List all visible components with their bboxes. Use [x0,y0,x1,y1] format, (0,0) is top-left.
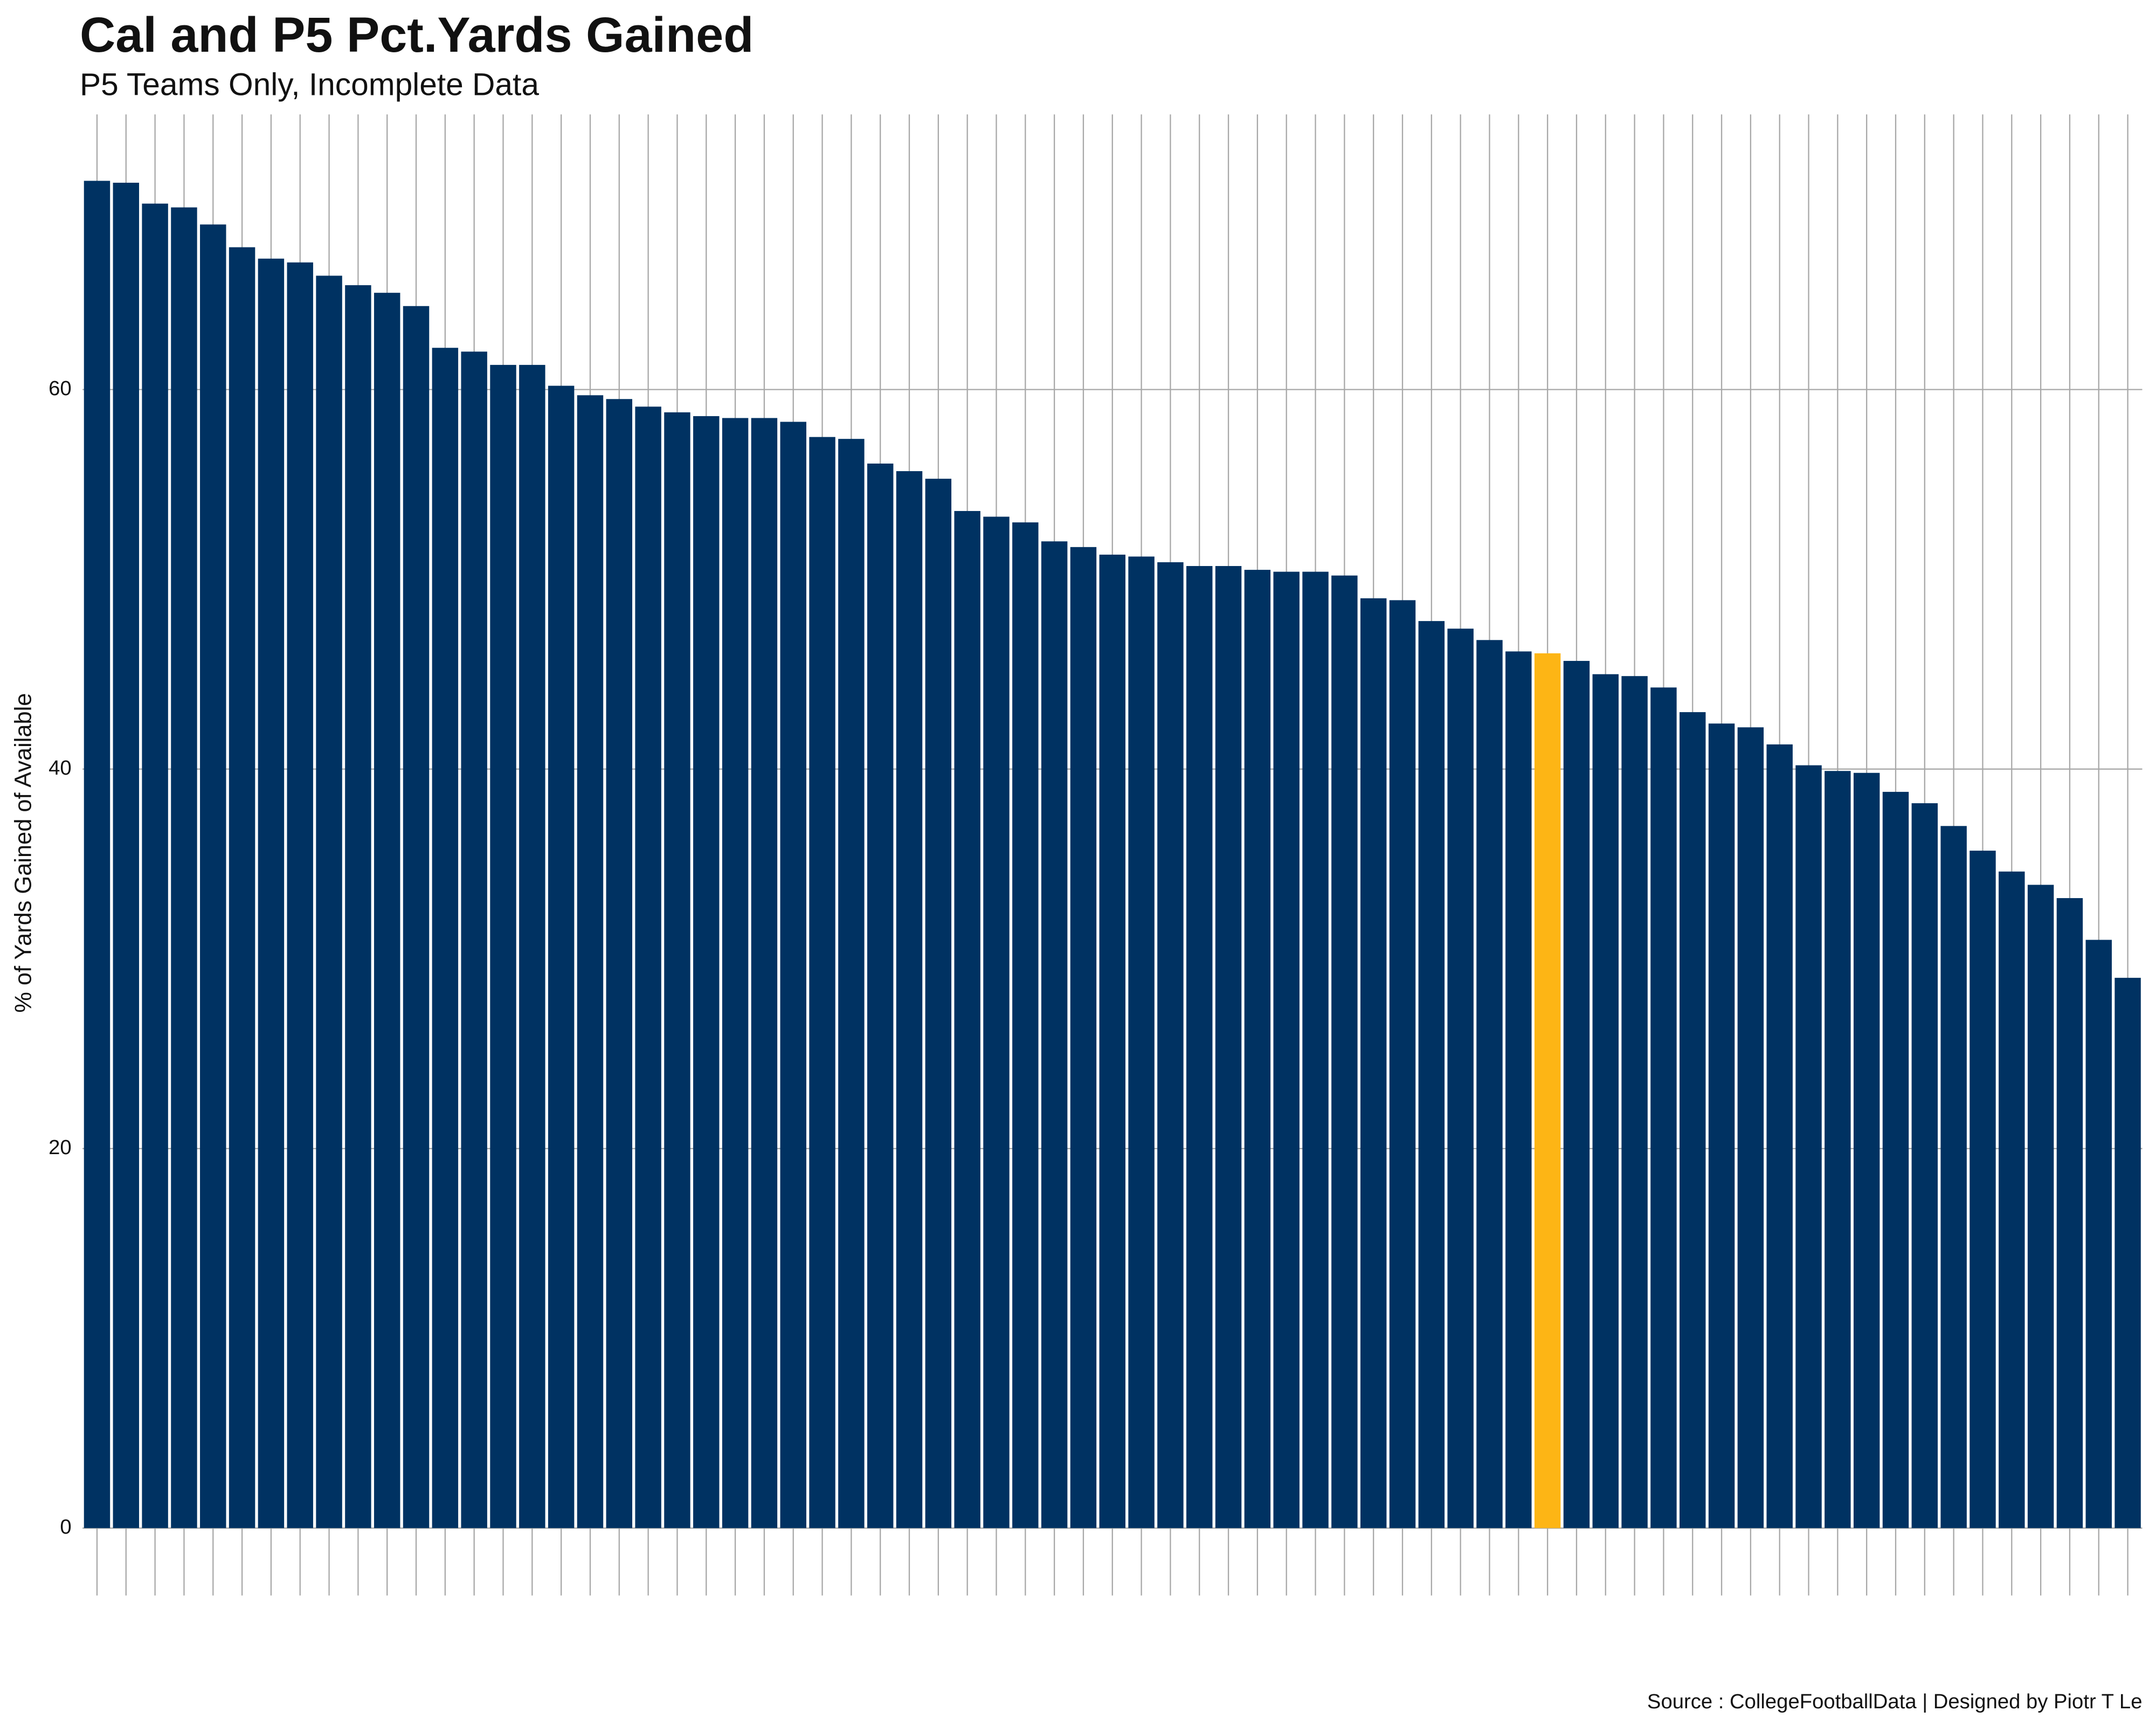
bar [896,471,923,1528]
y-tick-label: 60 [49,377,72,400]
bar [142,203,168,1528]
bar [838,439,865,1528]
bar [809,437,835,1528]
bar [1418,621,1445,1528]
bar [606,399,633,1528]
bar [867,463,894,1528]
bar [548,385,575,1528]
chart-title: Cal and P5 Pct.Yards Gained [80,8,754,63]
bar [1273,571,1300,1528]
caption: Source : CollegeFootballData | Designed … [1647,1690,2143,1713]
bar [1680,712,1706,1528]
bar [84,181,110,1528]
bar [1505,651,1532,1528]
bar [316,275,342,1528]
bar [1940,826,1967,1528]
bar [1970,851,1996,1528]
chart-subtitle: P5 Teams Only, Incomplete Data [80,67,539,102]
y-tick-label: 20 [49,1136,72,1159]
bar [1302,571,1329,1528]
bar [925,479,952,1528]
bar [1012,522,1039,1528]
bar [751,418,778,1528]
bar [374,293,400,1528]
bar [1186,566,1213,1528]
bar [1708,723,1735,1528]
bar [577,395,604,1528]
bar [1389,600,1416,1528]
bar [258,258,285,1528]
bar [229,247,255,1528]
bar [1853,772,1880,1528]
bar [1911,803,1938,1528]
bar [287,262,313,1528]
bar [200,224,226,1528]
bar [780,422,806,1528]
bar [1128,556,1155,1528]
bars [84,181,2141,1528]
bar [2027,885,2054,1528]
bar [2056,898,2083,1528]
bar [1882,791,1909,1528]
bar [1157,562,1184,1528]
bar [490,364,516,1528]
bar [1795,765,1822,1528]
bar [519,364,545,1528]
y-tick-label: 40 [49,756,72,779]
bar [983,516,1010,1528]
y-axis-label: % of Yards Gained of Available [10,693,36,1013]
bar [1592,674,1619,1528]
bar [1563,661,1590,1528]
bar [722,418,749,1528]
bar [1999,871,2025,1528]
bar [113,182,140,1528]
bar [1825,771,1851,1528]
bar [1244,570,1271,1528]
bar [1331,575,1358,1528]
bar [1737,727,1764,1528]
bar [1766,744,1793,1528]
bar [461,351,487,1528]
bar [1621,676,1648,1528]
bar [1215,566,1242,1528]
bar [954,510,980,1528]
bar [2114,977,2141,1528]
bar [1476,640,1503,1528]
bar [1070,547,1097,1528]
bar [432,348,459,1528]
bar [403,306,430,1528]
bar [345,285,371,1528]
bar [1534,653,1561,1528]
bar [1360,598,1387,1528]
bar [1650,687,1677,1528]
bar [2085,940,2112,1528]
bar [1099,554,1125,1528]
bar [171,207,197,1528]
bar [693,416,720,1528]
bar [1041,541,1068,1528]
bar [664,412,690,1528]
bar [635,406,661,1528]
bar [1447,629,1474,1528]
y-tick-label: 0 [60,1515,71,1538]
